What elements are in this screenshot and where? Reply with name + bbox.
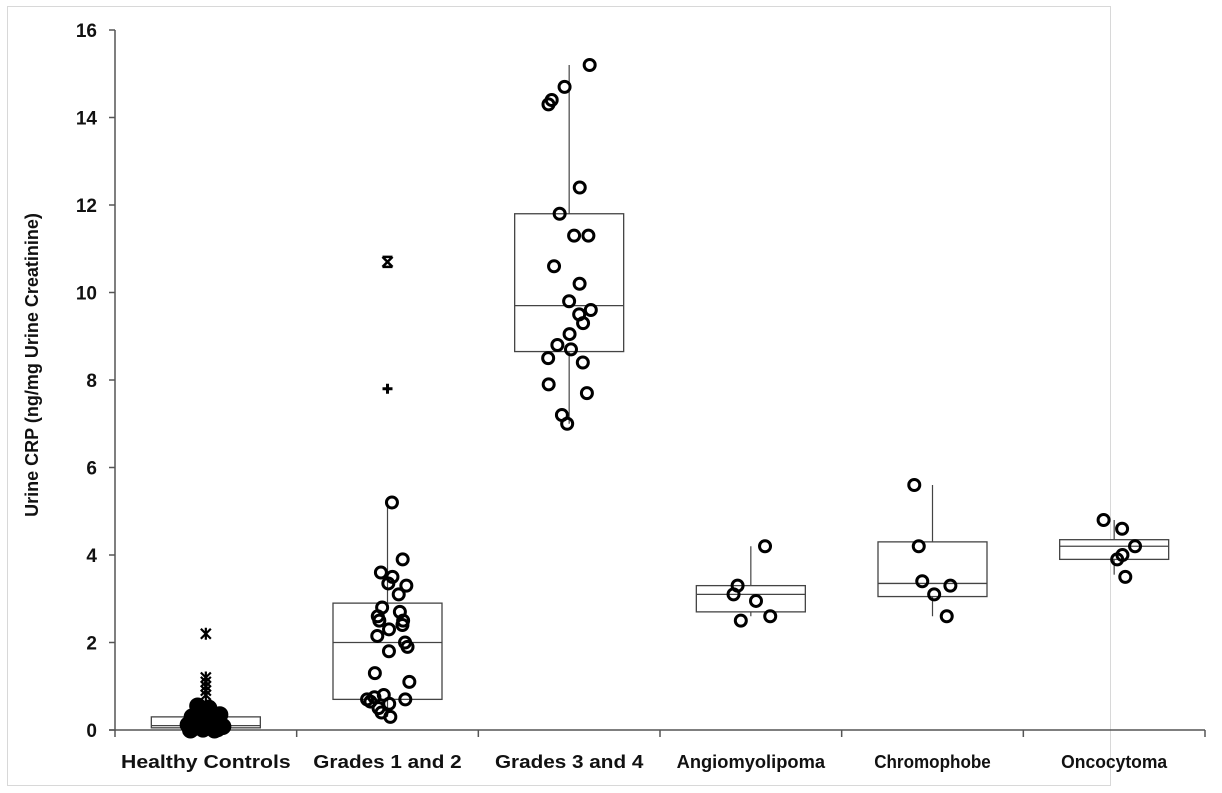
y-axis: 0 2 4 6 8 10 12 14 16 — [76, 21, 116, 742]
data-point-circle — [547, 259, 562, 274]
box-group-angiomyolipoma — [695, 539, 806, 628]
data-point-circle — [567, 228, 582, 243]
data-point-circle — [360, 692, 375, 707]
data-point-circle — [582, 58, 597, 72]
data-point-circle — [1115, 521, 1130, 536]
data-point-circle — [563, 342, 578, 357]
box — [332, 602, 443, 701]
y-axis-label: Urine CRP (ng/mg Urine Creatinine) — [22, 213, 42, 517]
data-point-circle — [391, 587, 406, 602]
box-group-healthy-controls — [150, 627, 261, 739]
box-group-grades-3-and-4 — [514, 58, 625, 431]
data-point-circle — [911, 539, 926, 554]
data-point-circle — [375, 600, 390, 615]
box — [877, 541, 988, 598]
data-point-circle — [541, 377, 556, 392]
data-point-circle — [367, 666, 382, 681]
data-point-circle — [384, 495, 399, 510]
data-point-circle — [189, 697, 207, 715]
data-point-circle — [398, 692, 413, 707]
y-tick-label: 0 — [86, 721, 97, 742]
data-point-circle — [376, 688, 391, 702]
data-point-circle — [907, 478, 922, 492]
data-point-circle — [399, 578, 414, 593]
box-group-chromophobe — [877, 478, 988, 624]
data-point-circle — [402, 674, 417, 689]
outlier-x-icon — [381, 255, 394, 269]
data-point-circle — [1096, 513, 1111, 527]
x-category-label: Grades 1 and 2 — [313, 752, 461, 772]
data-point-circle — [730, 578, 745, 593]
box-group-grades-1-and-2 — [332, 255, 443, 724]
data-point-circle — [398, 635, 413, 650]
data-point-circle — [575, 355, 590, 370]
data-point-circle — [572, 276, 587, 291]
y-tick-label: 2 — [86, 634, 97, 655]
data-point-circle — [373, 565, 388, 580]
data-point-circle — [382, 622, 397, 637]
data-point-circle — [370, 628, 385, 643]
data-point-circle — [943, 578, 958, 593]
x-category-label: Oncocytoma — [1061, 752, 1168, 772]
outlier-asterisk-icon — [200, 671, 212, 684]
data-point-circle — [544, 93, 559, 107]
data-point-circle — [763, 609, 778, 624]
data-point-circle — [1115, 548, 1130, 562]
x-category-label: Grades 3 and 4 — [495, 752, 643, 772]
data-point-circle — [758, 539, 773, 554]
x-category-label: Angiomyolipoma — [677, 752, 826, 772]
data-point-circle — [579, 386, 594, 401]
data-point-circle — [939, 609, 954, 624]
data-point-circle — [562, 294, 577, 309]
data-point-circle — [733, 613, 748, 628]
data-point-circle — [1118, 569, 1133, 584]
data-point-circle — [1128, 539, 1143, 554]
y-tick-label: 16 — [76, 21, 97, 42]
x-category-label: Healthy Controls — [121, 752, 291, 772]
data-point-circle — [562, 327, 577, 342]
y-tick-label: 4 — [86, 546, 97, 567]
y-tick-label: 14 — [76, 109, 98, 130]
data-point-circle — [927, 587, 942, 602]
y-tick-label: 10 — [76, 284, 97, 305]
data-point-circle — [749, 593, 764, 608]
data-point-circle — [552, 206, 567, 221]
outlier-plus-icon — [382, 383, 393, 394]
x-category-label: Chromophobe — [874, 752, 991, 772]
data-point-circle — [541, 351, 556, 366]
data-point-circle — [583, 303, 598, 317]
outlier-asterisk-icon — [200, 627, 212, 640]
y-tick-label: 6 — [86, 459, 97, 480]
data-point-circle — [554, 408, 569, 422]
y-tick-label: 8 — [86, 371, 97, 392]
data-point-circle — [572, 307, 587, 322]
data-point-circle — [395, 552, 410, 567]
x-axis: Healthy Controls Grades 1 and 2 Grades 3 a… — [109, 729, 1206, 772]
data-point-circle — [915, 574, 930, 589]
y-tick-label: 12 — [76, 196, 97, 217]
box — [695, 584, 806, 613]
data-point-circle — [557, 79, 572, 94]
data-point-circle — [392, 604, 407, 619]
data-point-circle — [381, 644, 396, 659]
data-point-circle — [572, 180, 587, 195]
box-group-oncocytoma — [1059, 513, 1170, 584]
plot-area — [150, 58, 1170, 739]
data-point-circle — [385, 569, 400, 584]
data-point-circle — [550, 338, 565, 352]
data-point-circle — [581, 228, 596, 243]
